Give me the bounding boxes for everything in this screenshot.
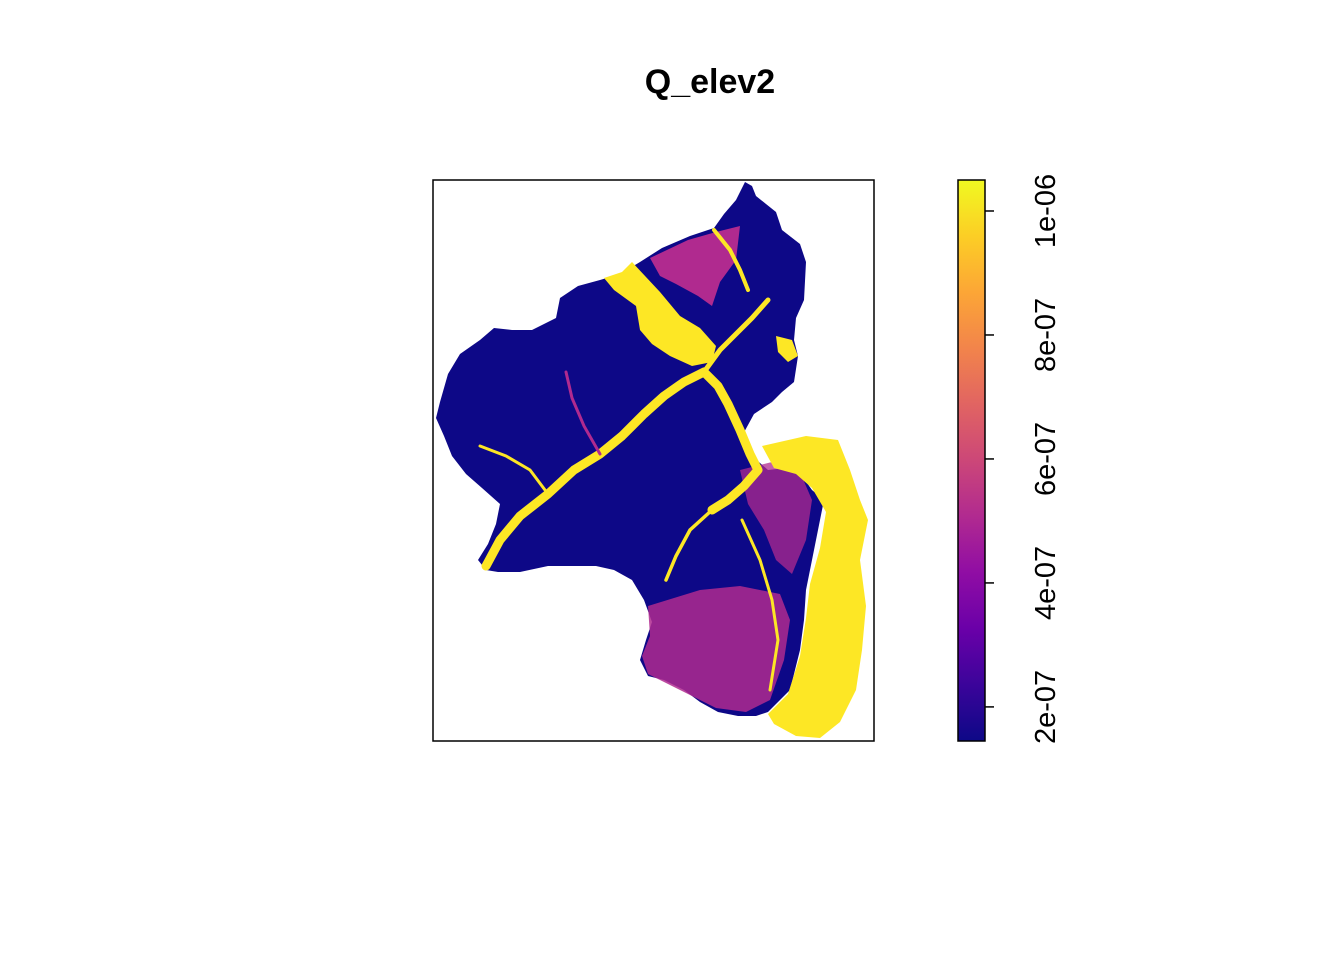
valley-tributary-5 <box>478 444 550 496</box>
valley-tributary-4 <box>740 518 780 692</box>
legend-ticks: 2e-07 4e-07 6e-07 8e-07 1e-06 <box>985 174 1062 744</box>
mid-zone-south <box>642 586 790 712</box>
mid-zone-east <box>740 462 812 574</box>
legend-tick-label: 4e-07 <box>1030 546 1062 620</box>
valley-tributary-3 <box>664 508 714 582</box>
raster-map <box>436 182 868 738</box>
legend-tick-label: 6e-07 <box>1030 422 1062 496</box>
valley-tributary-1 <box>701 297 771 375</box>
mid-zone-north <box>650 226 740 306</box>
legend-tick-label: 1e-06 <box>1030 174 1062 248</box>
valley-tributary-6 <box>564 370 602 456</box>
valley-north <box>604 262 716 366</box>
region-shape <box>436 182 824 716</box>
plot-title: Q_elev2 <box>645 63 775 101</box>
colorbar <box>957 179 986 742</box>
legend-tick-label: 2e-07 <box>1030 670 1062 744</box>
valley-east-spur <box>776 336 798 362</box>
valley-tributary-2 <box>712 228 750 292</box>
legend: 2e-07 4e-07 6e-07 8e-07 1e-06 <box>957 174 1062 744</box>
legend-tick-label: 8e-07 <box>1030 298 1062 372</box>
valley-rhine-plain <box>762 436 868 738</box>
